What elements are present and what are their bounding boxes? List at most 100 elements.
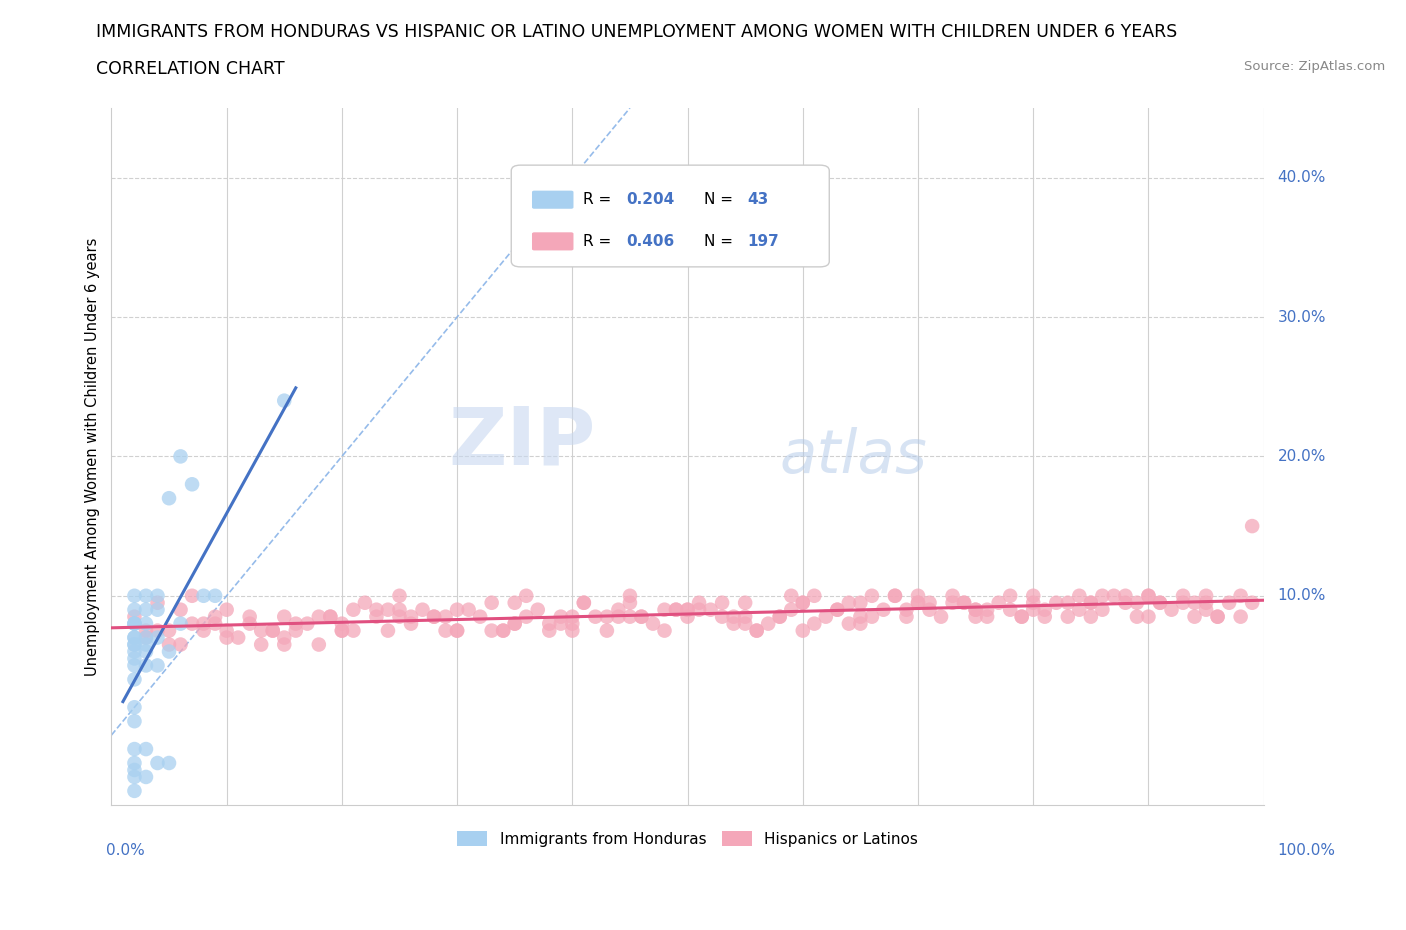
Point [226, 631, 249, 645]
Point [515, 609, 537, 624]
Point [769, 609, 792, 624]
Point [330, 623, 353, 638]
Point [676, 609, 699, 624]
Point [457, 603, 479, 618]
Point [1080, 595, 1102, 610]
Point [572, 595, 595, 610]
Point [676, 603, 699, 618]
Point [1137, 589, 1160, 604]
Point [204, 589, 226, 604]
Point [503, 617, 526, 631]
Point [181, 589, 204, 604]
Point [711, 609, 734, 624]
Point [181, 617, 204, 631]
Point [262, 623, 284, 638]
Point [630, 609, 652, 624]
Point [1195, 603, 1218, 618]
Point [860, 589, 883, 604]
Point [929, 609, 952, 624]
Text: 0.0%: 0.0% [105, 844, 145, 858]
Point [146, 755, 169, 770]
Point [342, 603, 364, 618]
Point [711, 595, 734, 610]
Point [688, 603, 710, 618]
Point [1126, 609, 1149, 624]
Point [998, 589, 1021, 604]
Point [918, 603, 941, 618]
Point [676, 603, 699, 618]
Point [124, 769, 146, 784]
Point [688, 595, 710, 610]
Point [146, 589, 169, 604]
Point [641, 617, 664, 631]
Point [135, 631, 157, 645]
Point [412, 603, 434, 618]
Point [330, 617, 353, 631]
Point [723, 609, 745, 624]
Point [503, 617, 526, 631]
Point [388, 603, 411, 618]
Point [330, 623, 353, 638]
Point [193, 589, 215, 604]
Point [423, 609, 446, 624]
Point [135, 623, 157, 638]
Point [124, 631, 146, 645]
Point [561, 623, 583, 638]
FancyBboxPatch shape [531, 232, 574, 250]
Point [884, 589, 907, 604]
Point [250, 637, 273, 652]
Point [860, 609, 883, 624]
Point [124, 637, 146, 652]
Point [492, 623, 515, 638]
Point [792, 623, 814, 638]
Point [745, 623, 768, 638]
Point [1033, 603, 1056, 618]
Point [699, 603, 721, 618]
Point [388, 609, 411, 624]
Point [377, 603, 399, 618]
Point [169, 617, 191, 631]
Point [319, 609, 342, 624]
Point [284, 617, 307, 631]
Point [1195, 595, 1218, 610]
Point [262, 623, 284, 638]
Text: ZIP: ZIP [449, 404, 595, 482]
Point [572, 595, 595, 610]
Point [1218, 595, 1240, 610]
Text: 30.0%: 30.0% [1278, 310, 1326, 325]
Point [1126, 595, 1149, 610]
Point [583, 609, 606, 624]
Point [734, 595, 756, 610]
Point [872, 603, 894, 618]
Point [124, 617, 146, 631]
Point [896, 603, 918, 618]
Point [124, 617, 146, 631]
Point [135, 741, 157, 756]
Point [146, 658, 169, 673]
Point [654, 623, 676, 638]
Point [987, 595, 1010, 610]
Point [342, 623, 364, 638]
Point [1056, 595, 1078, 610]
Point [297, 617, 319, 631]
Text: R =: R = [582, 193, 616, 207]
Point [399, 617, 422, 631]
Point [423, 609, 446, 624]
Point [965, 603, 987, 618]
Point [468, 609, 491, 624]
Point [1149, 595, 1171, 610]
Point [135, 637, 157, 652]
Point [1033, 609, 1056, 624]
Point [124, 603, 146, 618]
Point [366, 603, 388, 618]
Point [538, 617, 561, 631]
Point [1114, 589, 1136, 604]
Point [515, 589, 537, 604]
Point [1206, 609, 1229, 624]
Point [146, 631, 169, 645]
Point [124, 713, 146, 728]
Y-axis label: Unemployment Among Women with Children Under 6 years: Unemployment Among Women with Children U… [86, 237, 100, 675]
Point [1149, 595, 1171, 610]
Point [1080, 595, 1102, 610]
Text: N =: N = [703, 233, 738, 249]
